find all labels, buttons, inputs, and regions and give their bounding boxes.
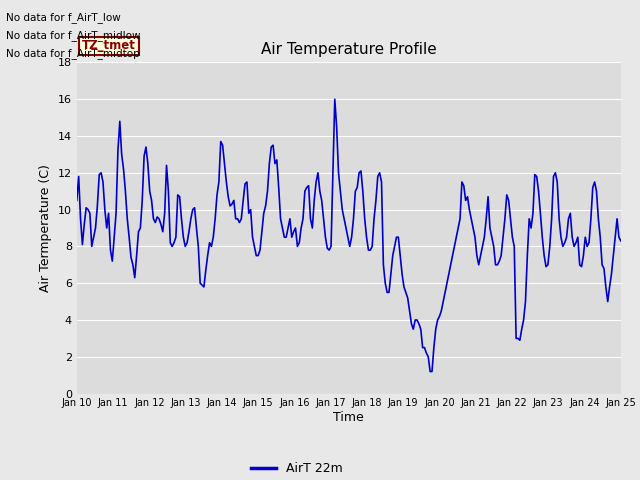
X-axis label: Time: Time: [333, 411, 364, 424]
Title: Air Temperature Profile: Air Temperature Profile: [261, 42, 436, 57]
Legend: AirT 22m: AirT 22m: [246, 457, 348, 480]
Text: No data for f_AirT_midlow: No data for f_AirT_midlow: [6, 30, 141, 41]
Text: TZ_tmet: TZ_tmet: [82, 39, 136, 52]
Text: No data for f_AirT_low: No data for f_AirT_low: [6, 12, 121, 23]
Text: No data for f_AirT_midtop: No data for f_AirT_midtop: [6, 48, 140, 60]
Y-axis label: Air Termperature (C): Air Termperature (C): [39, 164, 52, 292]
